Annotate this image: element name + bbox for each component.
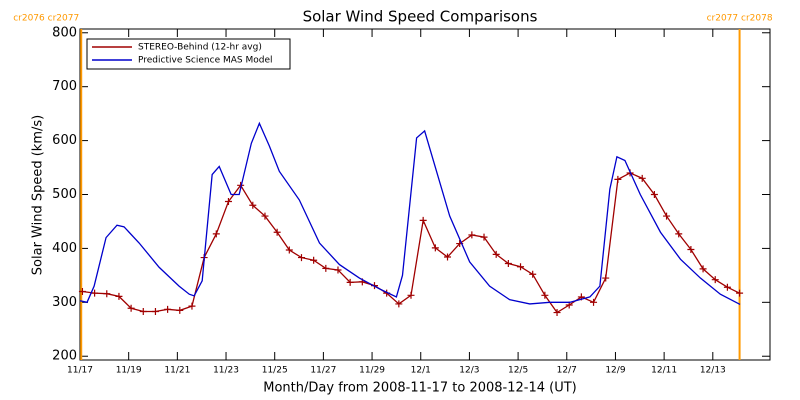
x-tick-label: 12/11 [651, 366, 677, 376]
legend-label: Predictive Science MAS Model [138, 56, 273, 66]
y-tick-label: 600 [52, 133, 77, 148]
data-point [310, 256, 318, 264]
y-tick-label: 300 [52, 295, 77, 310]
data-point [127, 304, 135, 312]
data-point [139, 307, 147, 315]
x-axis-label: Month/Day from 2008-11-17 to 2008-12-14 … [263, 381, 576, 396]
x-tick-label: 11/17 [67, 366, 93, 376]
data-point [419, 216, 427, 224]
data-point [91, 289, 99, 297]
x-tick-label: 12/13 [700, 366, 726, 376]
data-point [164, 305, 172, 313]
data-point [249, 201, 257, 209]
data-point [444, 253, 452, 261]
data-point [553, 309, 561, 317]
x-tick-label: 12/7 [557, 366, 577, 376]
data-point [541, 291, 549, 299]
rotation-label: cr2077 cr2078 [707, 14, 773, 24]
data-point [297, 254, 305, 262]
data-point [675, 230, 683, 238]
data-point [468, 231, 476, 239]
rotation-label: cr2076 cr2077 [13, 14, 79, 24]
x-tick-label: 11/19 [116, 366, 142, 376]
data-point [492, 250, 500, 258]
data-point [188, 302, 196, 310]
data-point [736, 289, 744, 297]
legend-box [86, 38, 291, 70]
data-point [273, 228, 281, 236]
x-tick-label: 11/29 [359, 366, 385, 376]
chart-title: Solar Wind Speed Comparisons [303, 8, 538, 26]
data-point [346, 278, 354, 286]
data-point [176, 306, 184, 314]
x-tick-label: 12/9 [605, 366, 625, 376]
data-point [687, 245, 695, 253]
data-point [78, 288, 86, 296]
y-axis-label: Solar Wind Speed (km/s) [31, 115, 46, 275]
data-point [431, 244, 439, 252]
data-point [663, 212, 671, 220]
data-point [711, 276, 719, 284]
data-point [517, 263, 525, 271]
x-tick-label: 11/27 [310, 366, 336, 376]
data-point [480, 233, 488, 241]
data-point [529, 270, 537, 278]
x-tick-label: 11/23 [213, 366, 239, 376]
x-tick-label: 11/25 [262, 366, 288, 376]
data-point [602, 274, 610, 282]
data-point [407, 291, 415, 299]
data-point [590, 298, 598, 306]
data-point [103, 290, 111, 298]
x-tick-label: 12/3 [459, 366, 479, 376]
x-tick-label: 11/21 [164, 366, 190, 376]
data-point [261, 212, 269, 220]
data-point [285, 246, 293, 254]
x-tick-label: 12/1 [411, 366, 431, 376]
data-point [334, 266, 342, 274]
data-point [322, 264, 330, 272]
y-tick-label: 800 [52, 25, 77, 40]
y-tick-label: 400 [52, 241, 77, 256]
data-point [699, 265, 707, 273]
data-point [638, 174, 646, 182]
data-point [395, 300, 403, 308]
data-point [212, 230, 220, 238]
data-point [614, 175, 622, 183]
data-point [151, 307, 159, 315]
legend-label: STEREO-Behind (12-hr avg) [138, 43, 262, 53]
series-line [79, 121, 741, 306]
data-point [723, 283, 731, 291]
data-point [224, 198, 232, 206]
x-tick-label: 12/5 [508, 366, 528, 376]
y-tick-label: 200 [52, 349, 77, 364]
data-point [115, 292, 123, 300]
data-point [504, 260, 512, 268]
y-tick-label: 700 [52, 79, 77, 94]
y-tick-label: 500 [52, 187, 77, 202]
data-point [650, 191, 658, 198]
